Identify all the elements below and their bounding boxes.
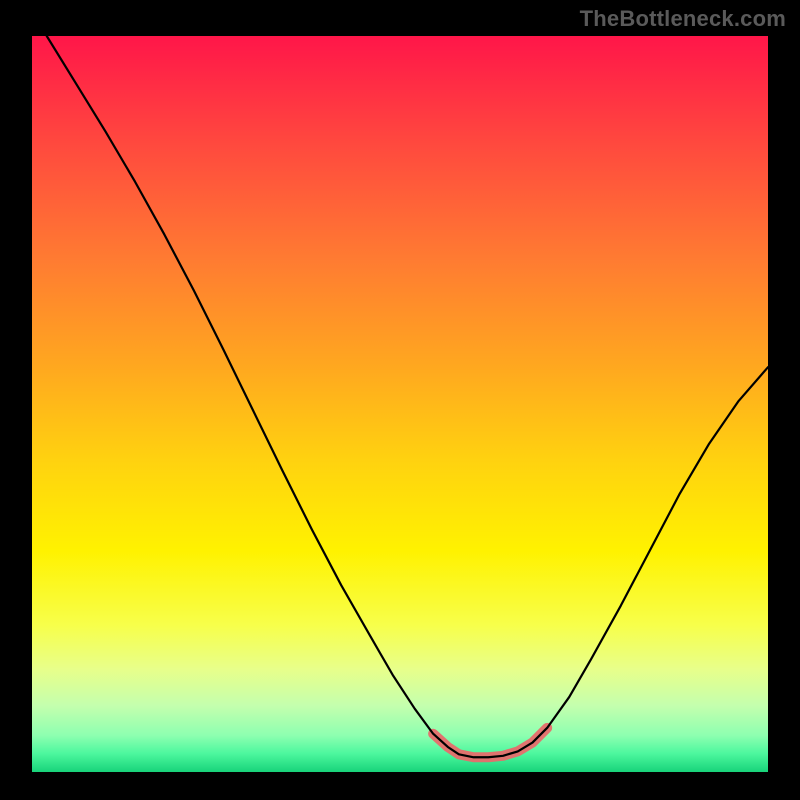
chart-plot-area xyxy=(32,36,768,772)
chart-container: TheBottleneck.com xyxy=(0,0,800,800)
watermark-text: TheBottleneck.com xyxy=(580,6,786,32)
bottleneck-curve-chart xyxy=(0,0,800,800)
